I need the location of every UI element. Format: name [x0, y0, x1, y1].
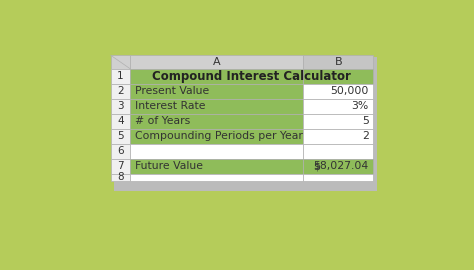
- Text: 2: 2: [117, 86, 124, 96]
- Bar: [303, 84, 373, 99]
- Text: 8: 8: [117, 172, 124, 182]
- Bar: [303, 69, 373, 84]
- Text: Present Value: Present Value: [135, 86, 209, 96]
- Text: 58,027.04: 58,027.04: [313, 161, 369, 171]
- Text: Compounding Periods per Year: Compounding Periods per Year: [135, 131, 302, 141]
- Bar: [130, 144, 303, 158]
- Bar: [110, 55, 130, 69]
- Bar: [110, 158, 130, 174]
- Text: 3: 3: [117, 101, 124, 111]
- Bar: [303, 174, 373, 181]
- Bar: [303, 129, 373, 144]
- Bar: [114, 57, 377, 191]
- Text: Interest Rate: Interest Rate: [135, 101, 205, 111]
- Text: A: A: [213, 57, 220, 67]
- Text: 1: 1: [117, 71, 124, 81]
- Bar: [110, 174, 130, 181]
- Bar: [110, 84, 130, 99]
- Bar: [303, 144, 373, 158]
- Text: 3%: 3%: [351, 101, 369, 111]
- Text: 2: 2: [362, 131, 369, 141]
- Bar: [130, 158, 303, 174]
- Text: 4: 4: [117, 116, 124, 126]
- Text: $: $: [313, 161, 320, 171]
- Text: 5: 5: [362, 116, 369, 126]
- Bar: [130, 174, 303, 181]
- Bar: [303, 55, 373, 69]
- Text: 6: 6: [117, 146, 124, 156]
- Bar: [110, 99, 130, 114]
- Bar: [303, 114, 373, 129]
- Bar: [110, 144, 130, 158]
- Text: B: B: [334, 57, 342, 67]
- Text: Compound Interest Calculator: Compound Interest Calculator: [152, 70, 351, 83]
- Bar: [130, 99, 303, 114]
- Bar: [130, 84, 303, 99]
- Text: 50,000: 50,000: [330, 86, 369, 96]
- Bar: [303, 99, 373, 114]
- Bar: [130, 69, 303, 84]
- Bar: [110, 129, 130, 144]
- Bar: [303, 158, 373, 174]
- Text: # of Years: # of Years: [135, 116, 190, 126]
- Bar: [130, 55, 303, 69]
- Bar: [130, 114, 303, 129]
- Bar: [110, 114, 130, 129]
- Bar: [130, 129, 303, 144]
- Text: 7: 7: [117, 161, 124, 171]
- Text: 5: 5: [117, 131, 124, 141]
- Bar: [110, 69, 130, 84]
- Text: Future Value: Future Value: [135, 161, 202, 171]
